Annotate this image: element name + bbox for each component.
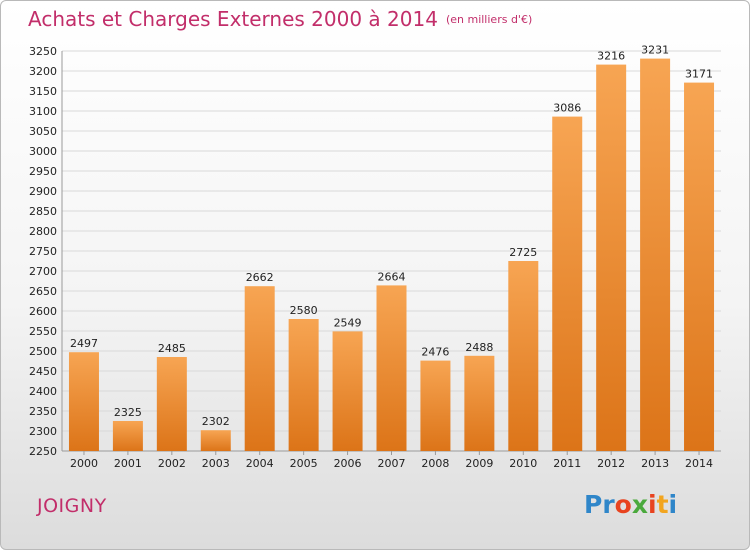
y-tick-label: 2400 <box>29 385 57 398</box>
bar-2003 <box>200 430 231 451</box>
y-tick-label: 3100 <box>29 105 57 118</box>
x-tick-label-2002: 2002 <box>158 457 186 470</box>
value-label-2007: 2664 <box>378 270 406 283</box>
value-label-2008: 2476 <box>421 346 449 359</box>
value-label-2009: 2488 <box>465 341 493 354</box>
x-tick-label-2008: 2008 <box>421 457 449 470</box>
y-tick-label: 2600 <box>29 305 57 318</box>
x-tick-label-2005: 2005 <box>290 457 318 470</box>
bar-2008 <box>420 360 451 451</box>
x-tick-label-2000: 2000 <box>70 457 98 470</box>
y-tick-label: 2500 <box>29 345 57 358</box>
bar-2013 <box>640 58 671 451</box>
bar-2002 <box>156 357 187 451</box>
value-label-2005: 2580 <box>290 304 318 317</box>
value-label-2002: 2485 <box>158 342 186 355</box>
y-tick-label: 2250 <box>29 445 57 458</box>
bar-2001 <box>112 421 143 451</box>
x-tick-label-2004: 2004 <box>246 457 274 470</box>
bar-2014 <box>684 82 715 451</box>
x-tick-label-2012: 2012 <box>597 457 625 470</box>
logo-letter: i <box>668 490 678 519</box>
x-tick-label-2006: 2006 <box>334 457 362 470</box>
city-name: JOIGNY <box>37 495 107 517</box>
x-axis-ticks: 2000 2001 2002 2003 2004 2005 2006 2007 2008 2009… <box>70 451 713 470</box>
x-tick-label-2010: 2010 <box>509 457 537 470</box>
logo-letter: o <box>614 490 632 519</box>
chart-title: Achats et Charges Externes 2000 à 2014 (e… <box>28 7 532 31</box>
y-tick-label: 3000 <box>29 145 57 158</box>
bar-2009 <box>464 355 495 451</box>
y-tick-label: 2550 <box>29 325 57 338</box>
y-tick-label: 2800 <box>29 225 57 238</box>
x-tick-label-2007: 2007 <box>378 457 406 470</box>
value-label-2013: 3231 <box>641 44 669 57</box>
y-tick-label: 2900 <box>29 185 57 198</box>
value-label-2004: 2662 <box>246 271 274 284</box>
y-tick-label: 2950 <box>29 165 57 178</box>
y-tick-label: 2650 <box>29 285 57 298</box>
y-tick-label: 2850 <box>29 205 57 218</box>
y-tick-label: 2700 <box>29 265 57 278</box>
logo-letter: r <box>602 490 615 519</box>
y-axis-ticks: 2250 2300 2350 2400 2450 2500 2550 2600 2650 2700… <box>29 45 57 458</box>
x-tick-label-2009: 2009 <box>465 457 493 470</box>
chart-title-text: Achats et Charges Externes 2000 à 2014 <box>28 7 438 31</box>
y-tick-label: 3200 <box>29 65 57 78</box>
bar-2010 <box>508 261 539 451</box>
y-tick-label: 2350 <box>29 405 57 418</box>
y-tick-label: 2750 <box>29 245 57 258</box>
value-label-2011: 3086 <box>553 102 581 115</box>
value-labels: 2497 2325 2485 2302 2662 2580 2549 2664 2476 2488… <box>70 44 713 429</box>
value-label-2000: 2497 <box>70 337 98 350</box>
logo-letter: t <box>656 490 669 519</box>
x-tick-label-2011: 2011 <box>553 457 581 470</box>
bar-2000 <box>68 352 99 451</box>
logo-letter: x <box>631 490 648 519</box>
bars <box>68 58 715 451</box>
x-tick-label-2013: 2013 <box>641 457 669 470</box>
logo-letter: P <box>584 490 603 519</box>
bar-2006 <box>332 331 363 451</box>
y-tick-label: 3250 <box>29 45 57 58</box>
y-tick-label: 3050 <box>29 125 57 138</box>
proxiti-logo: Proxiti <box>584 490 677 519</box>
logo-letter: i <box>648 490 657 519</box>
bar-2004 <box>244 286 275 451</box>
bar-2007 <box>376 285 407 451</box>
value-label-2012: 3216 <box>597 50 625 63</box>
value-label-2010: 2725 <box>509 246 537 259</box>
y-tick-label: 2300 <box>29 425 57 438</box>
value-label-2003: 2302 <box>202 415 230 428</box>
x-tick-label-2003: 2003 <box>202 457 230 470</box>
x-tick-label-2001: 2001 <box>114 457 142 470</box>
y-tick-label: 2450 <box>29 365 57 378</box>
value-label-2006: 2549 <box>334 316 362 329</box>
value-label-2014: 3171 <box>685 68 713 81</box>
y-tick-label: 3150 <box>29 85 57 98</box>
bar-2011 <box>552 116 583 451</box>
bar-2012 <box>596 64 627 451</box>
value-label-2001: 2325 <box>114 406 142 419</box>
x-tick-label-2014: 2014 <box>685 457 713 470</box>
chart-subtitle: (en milliers d'€) <box>445 13 533 26</box>
bar-2005 <box>288 319 319 451</box>
